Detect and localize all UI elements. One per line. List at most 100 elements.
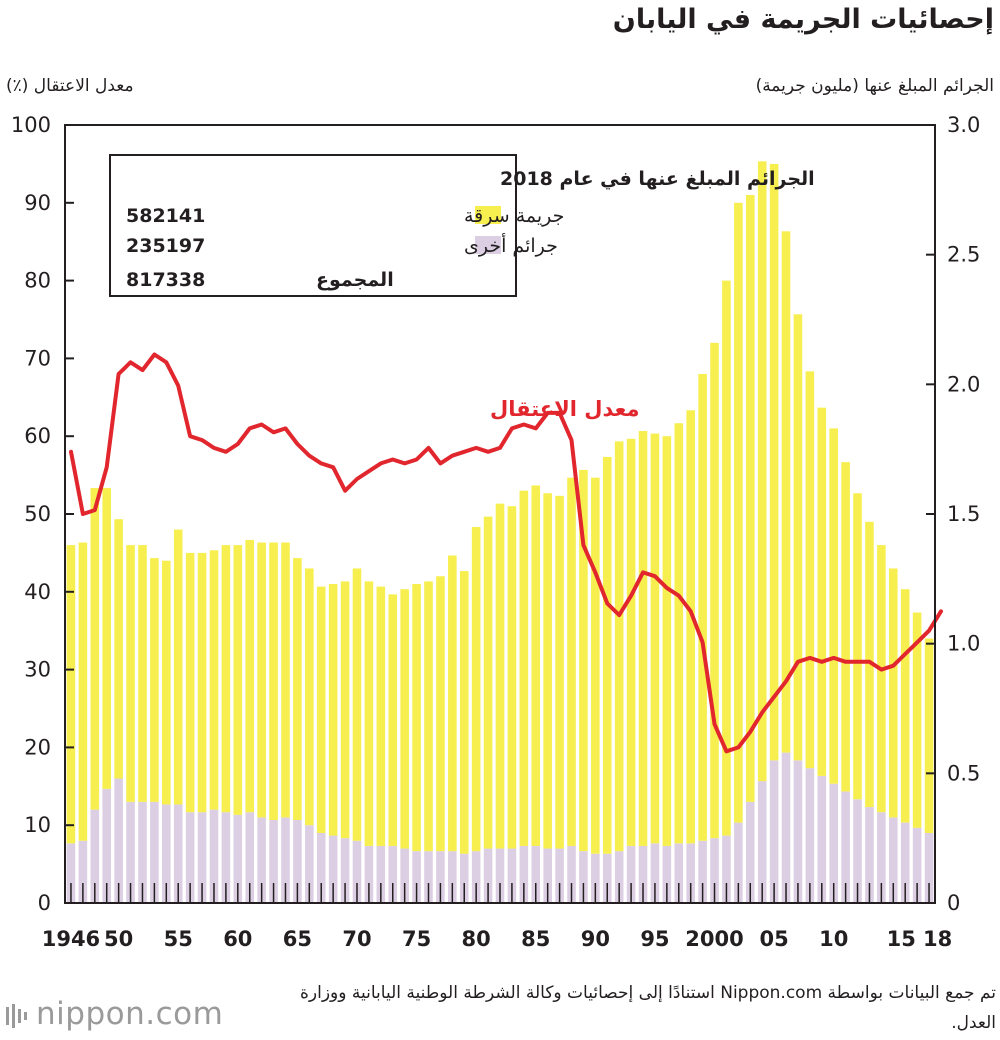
legend-label-0: جريمة سرقة (464, 205, 564, 227)
bar-theft-1963 (269, 542, 278, 821)
x-tick-label-1965: 65 (283, 927, 312, 951)
bar-other-1965 (293, 820, 302, 903)
bar-other-2005 (769, 760, 779, 903)
bar-other-1984 (519, 845, 529, 903)
chart-title: إحصائيات الجريمة في اليابان (612, 4, 994, 35)
bar-theft-2002 (734, 202, 743, 823)
bar-other-1972 (376, 845, 386, 903)
bar-theft-1952 (138, 545, 147, 802)
bar-other-1951 (126, 801, 135, 903)
bar-theft-2013 (865, 521, 874, 808)
bar-other-1950 (114, 778, 123, 903)
bar-other-1946 (66, 843, 76, 903)
bar-other-1994 (638, 845, 648, 903)
bar-theft-1983 (507, 506, 517, 849)
x-tick-label-1955: 55 (164, 927, 193, 951)
bar-theft-1967 (316, 586, 326, 833)
bar-other-1989 (579, 851, 588, 903)
bar-theft-2018 (924, 638, 934, 833)
bar-other-1990 (591, 853, 600, 903)
bar-theft-2011 (841, 462, 850, 792)
bar-other-1978 (448, 851, 457, 903)
bar-theft-1982 (495, 503, 505, 849)
logo-text: nippon.com (36, 996, 224, 1032)
legend-box (109, 154, 517, 297)
bar-other-1999 (698, 840, 707, 903)
bar-theft-1992 (614, 441, 624, 852)
bar-theft-1974 (400, 589, 409, 849)
bar-other-2010 (829, 783, 838, 903)
bar-theft-2007 (793, 314, 803, 761)
bar-theft-2016 (900, 589, 910, 823)
bar-theft-1953 (150, 558, 159, 802)
bar-theft-2015 (888, 568, 898, 818)
right-tick-label: 0 (947, 891, 960, 915)
bar-theft-1956 (185, 552, 195, 813)
bar-theft-1999 (698, 373, 707, 841)
left-tick-label: 30 (24, 658, 51, 682)
bar-theft-1969 (340, 581, 350, 839)
bar-other-1970 (352, 840, 362, 903)
bar-theft-2012 (853, 493, 862, 800)
bar-theft-1946 (66, 545, 76, 844)
bar-theft-1970 (352, 568, 362, 841)
x-tick-label-1995: 95 (640, 927, 669, 951)
x-tick-label-1950: 50 (104, 927, 133, 951)
bar-other-1991 (602, 853, 612, 903)
legend-value-0: 582141 (126, 205, 205, 227)
bar-other-1955 (173, 804, 183, 903)
bar-other-1995 (650, 843, 660, 903)
bar-theft-1960 (233, 545, 243, 815)
bar-other-2008 (805, 768, 815, 903)
bar-theft-1994 (638, 431, 648, 846)
bar-theft-2006 (781, 231, 791, 753)
bar-theft-1984 (519, 490, 529, 846)
bar-theft-1966 (305, 568, 314, 826)
bar-other-2004 (757, 781, 767, 903)
left-tick-label: 80 (24, 269, 51, 293)
bar-theft-1995 (650, 433, 660, 844)
left-tick-label: 50 (24, 502, 51, 526)
x-tick-label-2005: 05 (759, 927, 788, 951)
nippon-logo-icon (6, 1003, 27, 1028)
bar-theft-1951 (126, 545, 135, 802)
bar-other-2017 (912, 827, 922, 903)
left-tick-label: 90 (24, 191, 51, 215)
source-note: تم جمع البيانات بواسطة Nippon.com استناد… (300, 983, 996, 1033)
bar-other-1953 (150, 801, 159, 903)
bar-other-1958 (209, 809, 219, 903)
right-tick-label: 1.5 (947, 502, 980, 526)
line-annotation: معدل الاعتقال (490, 397, 640, 421)
bar-theft-1998 (686, 410, 695, 844)
bar-theft-1978 (448, 555, 457, 852)
bar-other-2011 (841, 791, 850, 903)
x-tick-label-1970: 70 (342, 927, 371, 951)
bar-other-1980 (471, 851, 481, 903)
bar-theft-1996 (662, 436, 672, 846)
bar-other-1986 (543, 848, 552, 903)
bar-other-2012 (853, 799, 862, 903)
bar-other-1979 (459, 853, 469, 903)
bar-other-2013 (865, 807, 874, 903)
bar-other-1959 (221, 812, 231, 903)
bar-other-1996 (662, 845, 672, 903)
bar-other-1960 (233, 814, 243, 903)
x-tick-label-2010: 10 (819, 927, 848, 951)
x-tick-label-1975: 75 (402, 927, 431, 951)
arrest-rate-line (69, 352, 943, 754)
bar-other-1962 (257, 817, 266, 903)
right-tick-label: 2.5 (947, 243, 980, 267)
right-tick-label: 1.0 (947, 632, 980, 656)
bar-theft-2004 (757, 161, 767, 782)
bar-theft-1949 (102, 488, 112, 789)
legend-label-2: المجموع (316, 269, 394, 291)
bar-other-1983 (507, 848, 517, 903)
bar-other-1954 (162, 804, 171, 903)
left-tick-label: 0 (38, 891, 51, 915)
bar-other-1988 (567, 845, 576, 903)
bar-other-2009 (817, 775, 827, 903)
nippon-logo: nippon.com (4, 996, 223, 1032)
bar-theft-1955 (173, 529, 183, 805)
bar-other-2003 (745, 801, 755, 903)
bar-other-1985 (531, 845, 541, 903)
